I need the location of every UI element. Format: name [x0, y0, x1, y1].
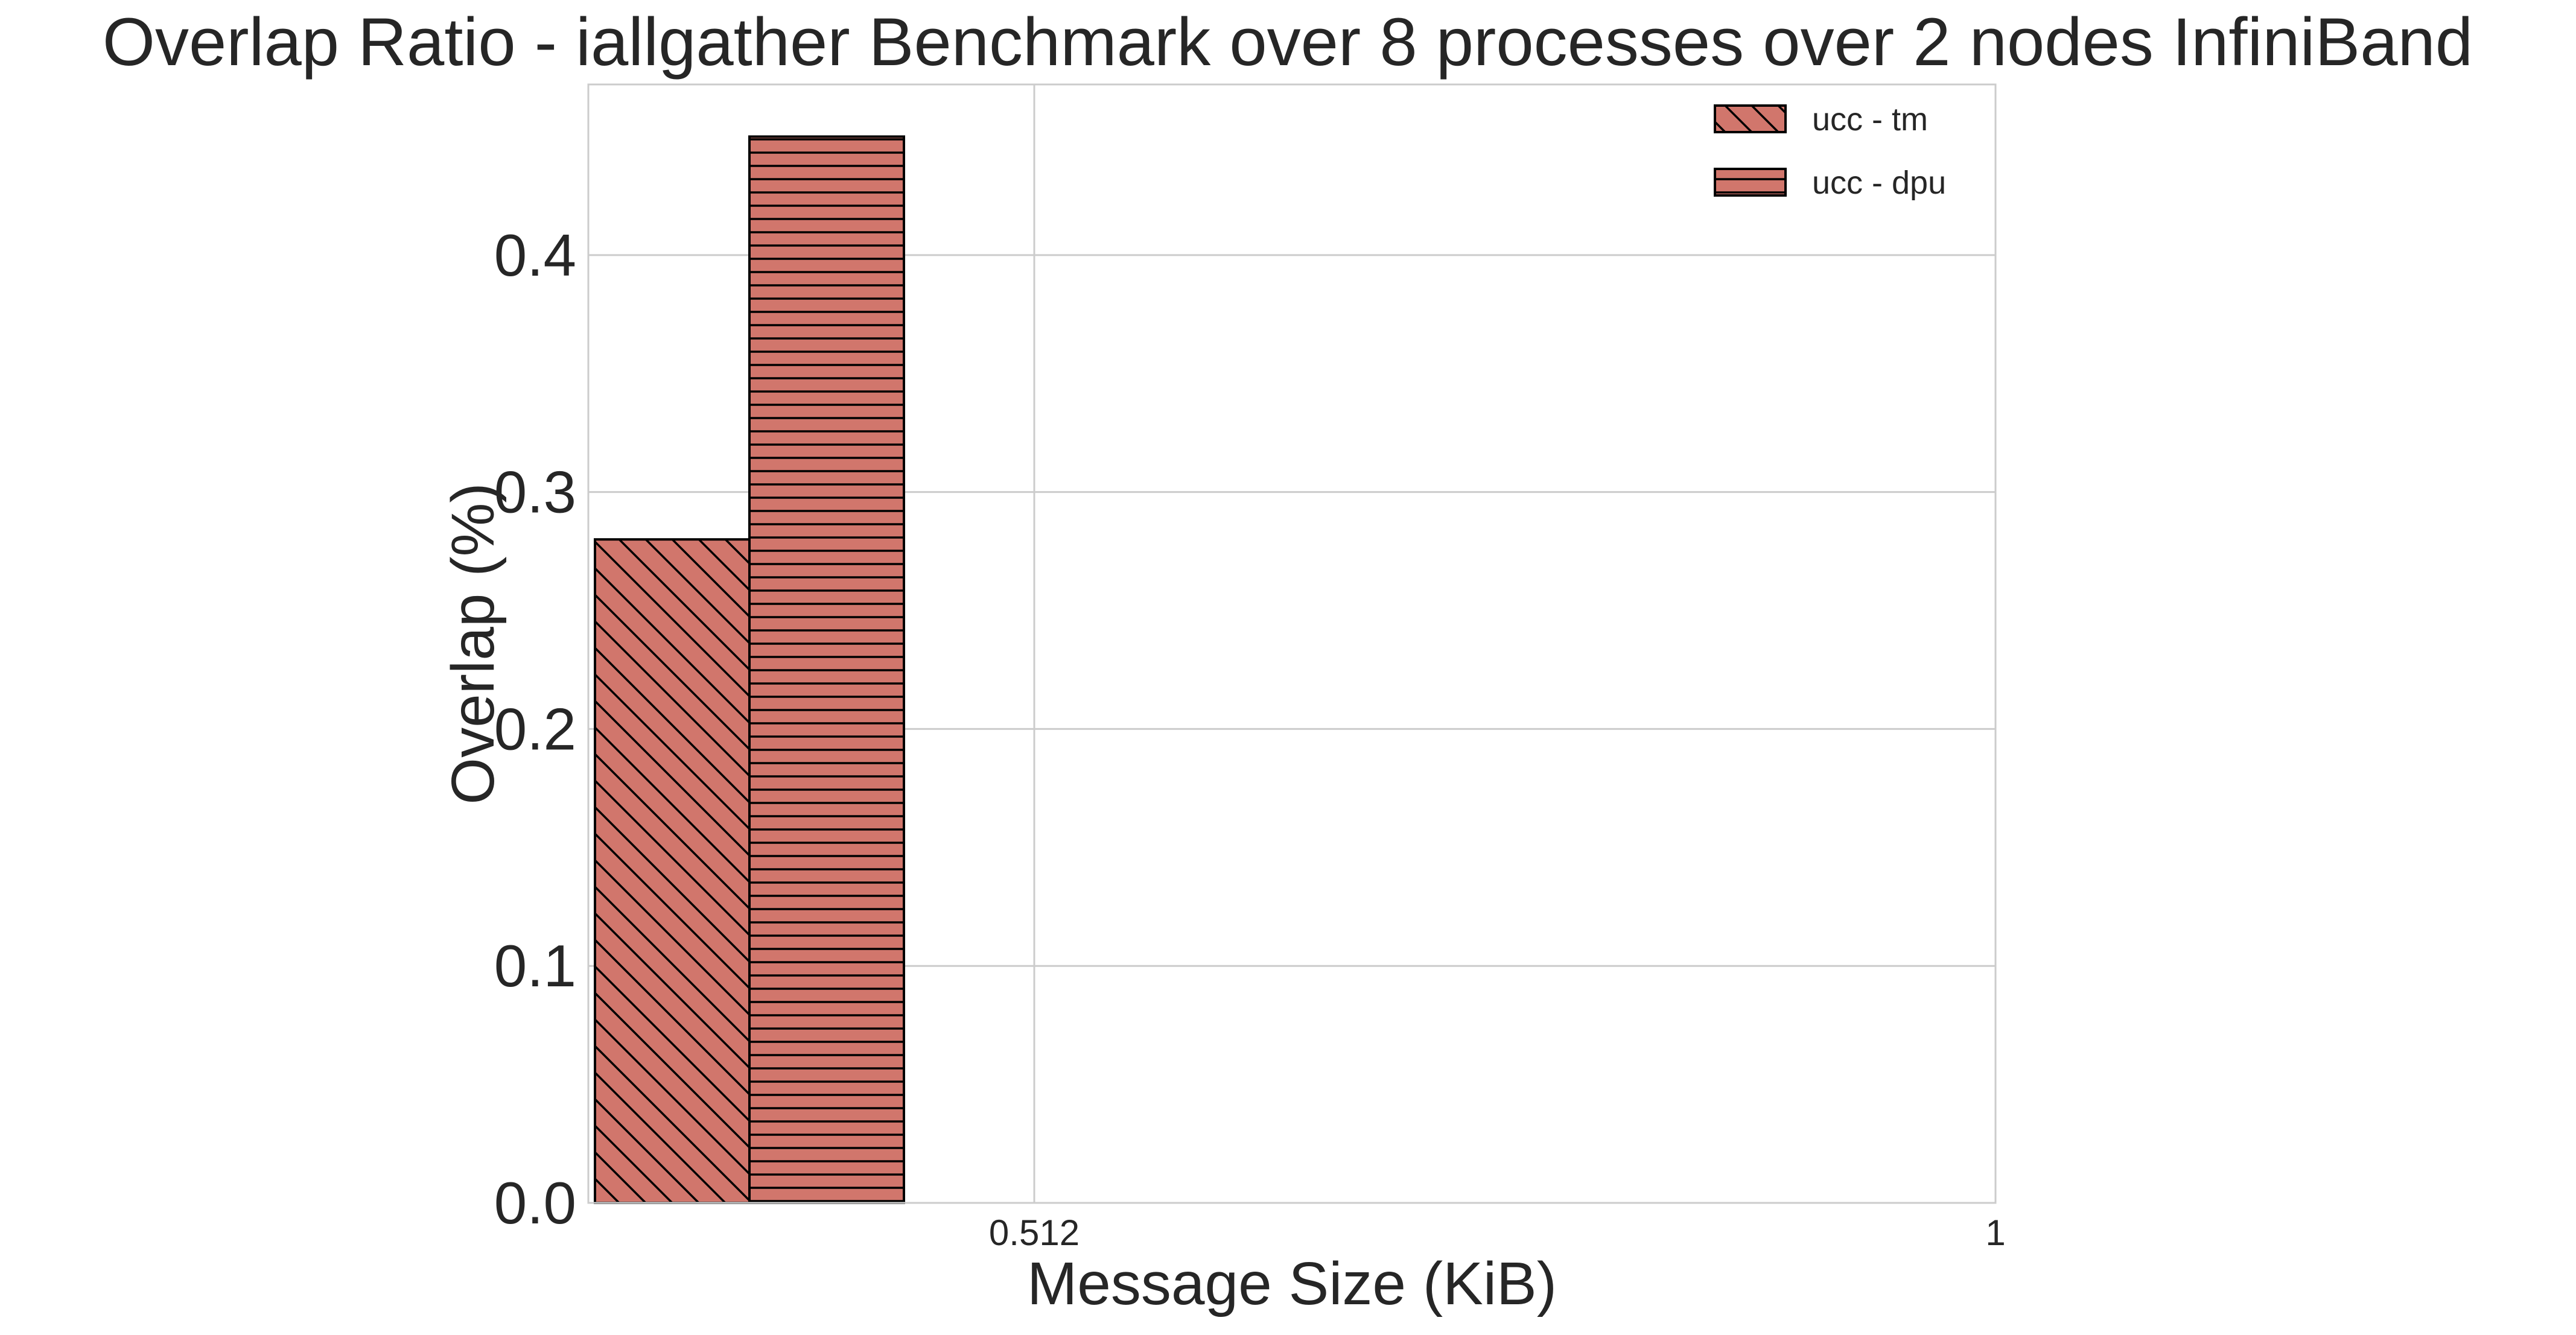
bars: [594, 135, 905, 1205]
x-tick-label: 0.512: [989, 1213, 1080, 1253]
x-axis-label: Message Size (KiB): [1027, 1250, 1557, 1318]
bar-ucc-tm: [594, 538, 751, 1205]
y-axis-label: Overlap (%): [439, 483, 507, 804]
y-tick-label: 0.2: [494, 696, 576, 762]
legend: ucc - tm ucc - dpu: [1714, 101, 1946, 201]
y-tick-label: 0.0: [494, 1170, 576, 1236]
y-tick-label: 0.3: [494, 459, 576, 525]
bar-ucc-dpu: [748, 135, 905, 1204]
legend-swatch: [1714, 168, 1787, 197]
legend-label: ucc - dpu: [1812, 165, 1946, 201]
chart-title: Overlap Ratio - iallgather Benchmark ove…: [103, 4, 2473, 80]
y-tick-label: 0.4: [494, 222, 576, 288]
plot-frame: [587, 83, 1997, 1204]
y-tick-label: 0.1: [494, 933, 576, 999]
y-tick-labels: 0.0 0.1 0.2 0.3 0.4: [494, 222, 576, 1236]
x-tick-labels: 0.512 1: [989, 1213, 2006, 1253]
legend-label: ucc - tm: [1812, 101, 1928, 138]
legend-swatch: [1714, 104, 1787, 133]
x-tick-label: 1: [1985, 1213, 2005, 1253]
